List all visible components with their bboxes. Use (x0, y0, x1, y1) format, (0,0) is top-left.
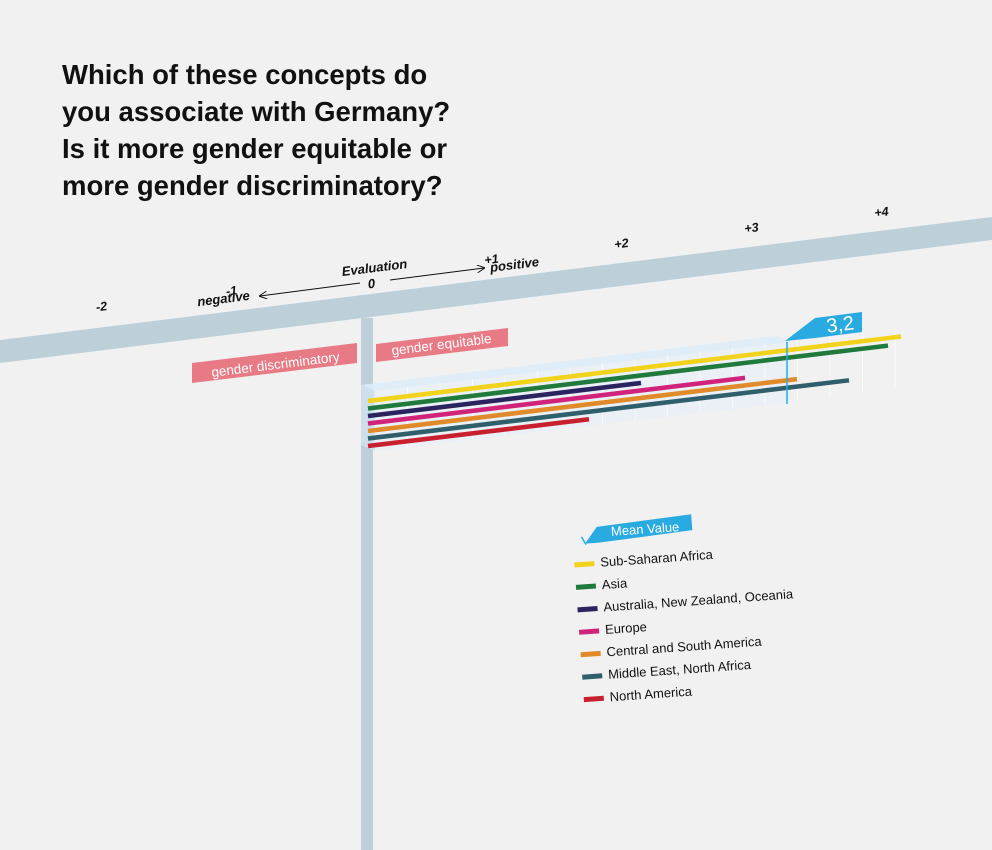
bar-group (367, 334, 902, 449)
tick-label: -2 (95, 299, 108, 314)
bar-sub-saharan-africa (367, 334, 902, 404)
side-label-negative: gender discriminatory (192, 343, 357, 383)
bar-middle-east-north-africa (367, 378, 850, 441)
legend-swatch (578, 628, 600, 635)
bar-north-america (367, 417, 590, 449)
bar-europe (367, 375, 746, 426)
mean-value-label: 3,2 (825, 312, 855, 337)
bar-australia-new-zealand-oceania (367, 380, 642, 419)
legend-mean-label: Mean Value (610, 519, 679, 539)
title-line: more gender discriminatory? (62, 170, 443, 201)
legend-label: Middle East, North Africa (608, 657, 753, 682)
tick-label: -1 (225, 283, 238, 298)
tick-label: +1 (484, 252, 500, 268)
title-line: you associate with Germany? (62, 96, 451, 127)
legend-swatch (574, 561, 595, 568)
mean-tag: 3,2 (785, 312, 862, 341)
chart-title: Which of these concepts do you associate… (62, 56, 582, 204)
legend-swatch (580, 650, 601, 658)
title-line: Is it more gender equitable or (62, 133, 448, 164)
negative-label: negative (196, 288, 250, 309)
tick-label: +3 (744, 220, 760, 236)
legend-mean-tag: Mean Value (580, 514, 693, 545)
title-line: Which of these concepts do (62, 59, 428, 90)
legend-label: North America (609, 684, 693, 705)
bar-asia (367, 343, 889, 411)
legend-swatch (582, 673, 603, 680)
zero-post (361, 318, 373, 850)
axis-band (0, 217, 992, 363)
legend-label: Asia (601, 575, 628, 592)
legend: Mean Value Sub-Saharan Africa AsiaAustral… (574, 514, 794, 705)
tick-labels: -2 -1 +1 +2 +3 +4 (95, 205, 889, 315)
tick-label: +2 (614, 236, 630, 252)
legend-label: Europe (604, 619, 647, 637)
axis-title: Evaluation (341, 256, 408, 279)
positive-label: positive (488, 254, 540, 275)
legend-label: Australia, New Zealand, Oceania (603, 586, 794, 614)
zero-label: 0 (367, 276, 377, 292)
bar-central-and-south-america (367, 376, 798, 434)
side-label-positive: gender equitable (376, 328, 508, 362)
legend-swatch (577, 605, 598, 613)
legend-label: Sub-Saharan Africa (600, 547, 714, 570)
tick-label: +4 (874, 205, 890, 221)
legend-swatch (583, 695, 604, 703)
arrow-positive (389, 268, 484, 281)
legend-swatch (575, 583, 597, 590)
arrow-negative (260, 282, 361, 296)
legend-label: Central and South America (606, 634, 763, 660)
